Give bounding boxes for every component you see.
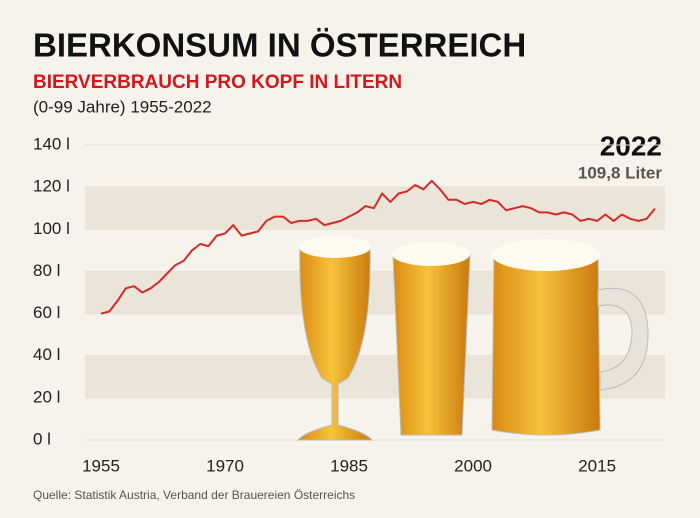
pint-glass bbox=[392, 254, 471, 436]
x-tick-label: 1955 bbox=[82, 456, 120, 475]
y-tick-label: 100 l bbox=[33, 219, 70, 238]
foam bbox=[392, 242, 470, 266]
y-tick-label: 0 l bbox=[33, 429, 51, 448]
y-tick-label: 140 l bbox=[33, 134, 70, 153]
stem-glass bbox=[296, 244, 374, 441]
x-tick-label: 1970 bbox=[206, 456, 244, 475]
x-tick-label: 1985 bbox=[330, 456, 368, 475]
beer-glasses bbox=[296, 236, 649, 441]
source: Quelle: Statistik Austria, Verband der B… bbox=[33, 488, 355, 502]
foam bbox=[492, 239, 600, 271]
y-tick-label: 60 l bbox=[33, 303, 60, 322]
chart-title: BIERKONSUM IN ÖSTERREICH bbox=[33, 27, 526, 64]
y-tick-label: 40 l bbox=[33, 345, 60, 364]
chart-note: (0-99 Jahre) 1955-2022 bbox=[33, 97, 212, 116]
mug bbox=[491, 254, 601, 436]
annotation-title: 2022 bbox=[600, 130, 662, 161]
mug-handle bbox=[597, 287, 649, 391]
x-tick-label: 2015 bbox=[578, 456, 616, 475]
chart-subtitle: BIERVERBRAUCH PRO KOPF IN LITERN bbox=[33, 72, 402, 93]
data-line bbox=[100, 179, 656, 315]
y-tick-label: 20 l bbox=[33, 387, 60, 406]
y-tick-label: 80 l bbox=[33, 261, 60, 280]
foam bbox=[299, 236, 371, 258]
y-tick-label: 120 l bbox=[33, 177, 70, 196]
annotation-text: 109,8 Liter bbox=[578, 163, 662, 182]
x-tick-label: 2000 bbox=[454, 456, 492, 475]
